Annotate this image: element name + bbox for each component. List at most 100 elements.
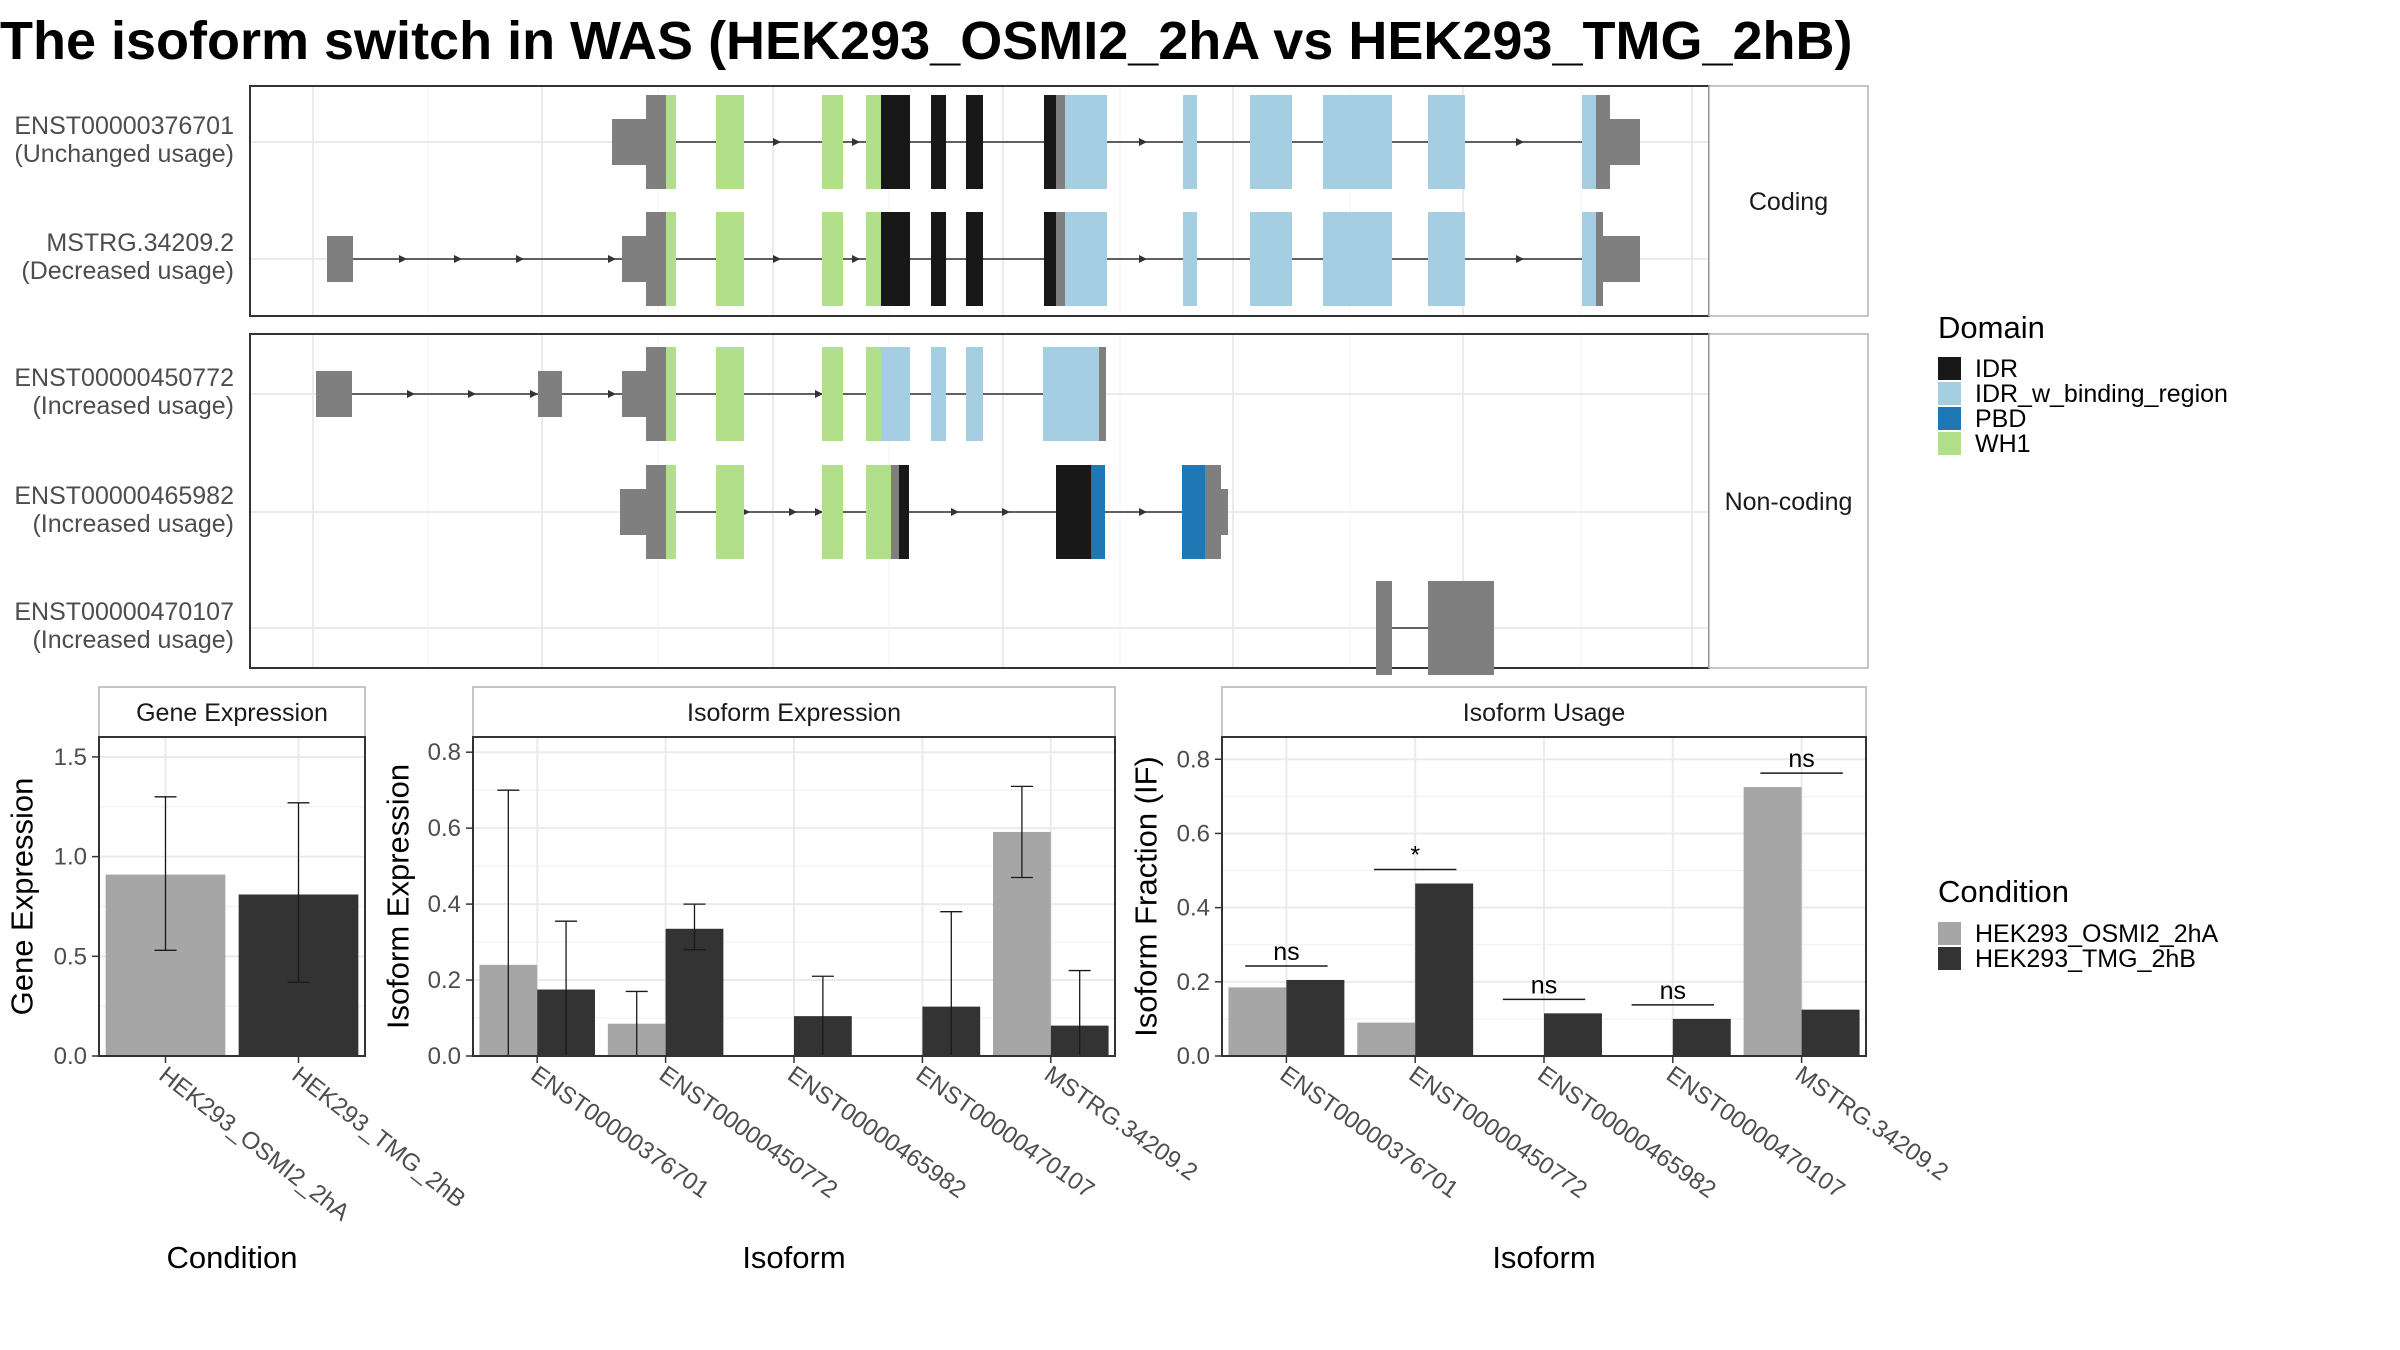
y-axis-title: Isoform Expression [381, 764, 416, 1029]
wh1-domain-exon [866, 465, 891, 559]
domain-legend-label: IDR [1975, 355, 2018, 383]
significance-label: ns [1660, 977, 1686, 1005]
wh1-domain-exon [716, 347, 744, 441]
wh1-domain-exon [822, 347, 843, 441]
transcript-id-label: ENST00000470107 [14, 598, 234, 626]
utr-exon [1596, 95, 1603, 189]
transcript-id-label: ENST00000465982 [14, 482, 234, 510]
utr-exon [1596, 212, 1603, 306]
y-tick-label: 0.6 [428, 815, 461, 842]
bar [1357, 1022, 1416, 1056]
idr-binding-domain-exon [931, 347, 946, 441]
intron-direction-arrow [951, 508, 959, 516]
utr-exon [1603, 236, 1640, 282]
transcript-id-label: ENST00000376701 [14, 112, 234, 140]
wh1-domain-exon [716, 212, 744, 306]
idr-binding-domain-exon [1183, 212, 1197, 306]
wh1-domain-exon [822, 465, 843, 559]
idr-binding-domain-exon [1250, 95, 1292, 189]
idr-binding-domain-exon [1582, 212, 1596, 306]
condition-legend-swatch [1938, 947, 1961, 970]
intron-direction-arrow [852, 255, 860, 263]
intron-direction-arrow [1002, 508, 1010, 516]
intron-direction-arrow [773, 138, 781, 146]
utr-exon [1056, 212, 1065, 306]
idr-domain-exon [899, 465, 909, 559]
condition-legend-label: HEK293_OSMI2_2hA [1975, 920, 2219, 948]
condition-legend-title: Condition [1938, 874, 2069, 909]
y-tick-label: 0.2 [1177, 969, 1210, 996]
idr-binding-domain-exon [1428, 212, 1465, 306]
transcript-id-label: MSTRG.34209.2 [46, 229, 234, 257]
utr-exon [316, 371, 352, 417]
condition-legend-label: HEK293_TMG_2hB [1975, 945, 2196, 973]
domain-legend-swatch [1938, 357, 1961, 380]
wh1-domain-exon [666, 347, 676, 441]
utr-exon [1610, 119, 1640, 165]
y-tick-label: 1.0 [54, 844, 87, 871]
domain-legend-label: PBD [1975, 405, 2026, 433]
intron-direction-arrow [1516, 138, 1524, 146]
idr-binding-domain-exon [1065, 212, 1107, 306]
wh1-domain-exon [866, 95, 881, 189]
intron-direction-arrow [1139, 255, 1147, 263]
y-tick-label: 0.8 [1177, 746, 1210, 773]
utr-exon [646, 212, 666, 306]
bar [1544, 1013, 1602, 1056]
significance-label: ns [1531, 971, 1557, 999]
utr-exon [891, 465, 899, 559]
figure-title: The isoform switch in WAS (HEK293_OSMI2_… [0, 11, 1853, 71]
condition-legend-swatch [1938, 922, 1961, 945]
idr-domain-exon [931, 212, 946, 306]
y-tick-label: 0.0 [54, 1043, 87, 1070]
significance-label: * [1410, 842, 1420, 870]
idr-binding-domain-exon [881, 347, 910, 441]
utr-exon [1376, 581, 1392, 675]
y-tick-label: 0.6 [1177, 820, 1210, 847]
intron-direction-arrow [815, 508, 823, 516]
utr-exon [620, 489, 646, 535]
intron-direction-arrow [773, 255, 781, 263]
bar [1228, 987, 1287, 1056]
panel-title: Gene Expression [136, 699, 328, 727]
intron-direction-arrow [454, 255, 462, 263]
idr-binding-domain-exon [1428, 95, 1465, 189]
y-tick-label: 0.4 [428, 891, 461, 918]
x-axis-title: Condition [167, 1240, 298, 1275]
panel-title-strip [98, 686, 366, 738]
panel-title: Isoform Expression [687, 699, 901, 727]
intron-direction-arrow [815, 390, 823, 398]
intron-direction-arrow [1139, 508, 1147, 516]
idr-domain-exon [1044, 95, 1056, 189]
intron-direction-arrow [852, 138, 860, 146]
panel-title-strip [1221, 686, 1867, 738]
idr-binding-domain-exon [1323, 212, 1392, 306]
intron-direction-arrow [608, 255, 616, 263]
transcript-id-label: ENST00000450772 [14, 364, 234, 392]
utr-exon [1205, 465, 1221, 559]
pbd-domain-exon [1182, 465, 1205, 559]
idr-domain-exon [1056, 465, 1091, 559]
idr-binding-domain-exon [966, 347, 983, 441]
utr-exon [646, 347, 666, 441]
idr-binding-domain-exon [1323, 95, 1392, 189]
y-tick-label: 0.8 [428, 739, 461, 766]
intron-direction-arrow [530, 390, 538, 398]
facet-strip-label: Coding [1749, 188, 1828, 216]
intron-direction-arrow [1139, 138, 1147, 146]
intron-direction-arrow [468, 390, 476, 398]
transcript-usage-label: (Decreased usage) [21, 257, 234, 285]
domain-legend-swatch [1938, 382, 1961, 405]
idr-domain-exon [1044, 212, 1056, 306]
transcript-usage-label: (Increased usage) [32, 510, 234, 538]
idr-domain-exon [881, 212, 910, 306]
transcript-usage-label: (Increased usage) [32, 392, 234, 420]
significance-label: ns [1273, 938, 1299, 966]
idr-binding-domain-exon [1250, 212, 1292, 306]
idr-domain-exon [931, 95, 946, 189]
y-tick-label: 0.5 [54, 943, 87, 970]
y-tick-label: 0.0 [428, 1043, 461, 1070]
idr-binding-domain-exon [1582, 95, 1596, 189]
